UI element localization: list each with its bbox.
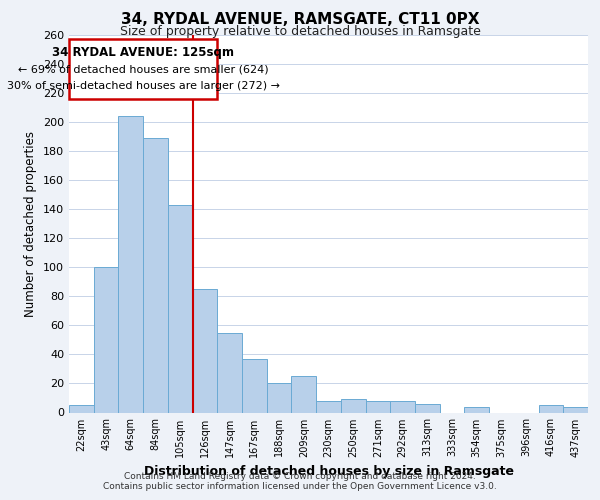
Bar	[292, 376, 316, 412]
Bar	[563, 406, 588, 412]
Text: 30% of semi-detached houses are larger (272) →: 30% of semi-detached houses are larger (…	[7, 81, 280, 91]
Bar	[390, 401, 415, 412]
Text: 34, RYDAL AVENUE, RAMSGATE, CT11 0PX: 34, RYDAL AVENUE, RAMSGATE, CT11 0PX	[121, 12, 479, 28]
Bar	[267, 384, 292, 412]
Bar	[415, 404, 440, 412]
Text: Contains HM Land Registry data © Crown copyright and database right 2024.: Contains HM Land Registry data © Crown c…	[124, 472, 476, 481]
Bar	[168, 205, 193, 412]
Bar	[242, 359, 267, 412]
Bar	[94, 268, 118, 412]
Bar	[69, 405, 94, 412]
Bar	[217, 332, 242, 412]
Text: 34 RYDAL AVENUE: 125sqm: 34 RYDAL AVENUE: 125sqm	[52, 46, 234, 59]
Bar	[118, 116, 143, 412]
Y-axis label: Number of detached properties: Number of detached properties	[25, 130, 37, 317]
Text: Size of property relative to detached houses in Ramsgate: Size of property relative to detached ho…	[119, 25, 481, 38]
Bar	[539, 405, 563, 412]
FancyBboxPatch shape	[70, 40, 217, 99]
Bar	[143, 138, 168, 412]
Bar	[464, 406, 489, 412]
X-axis label: Distribution of detached houses by size in Ramsgate: Distribution of detached houses by size …	[143, 465, 514, 478]
Text: Contains public sector information licensed under the Open Government Licence v3: Contains public sector information licen…	[103, 482, 497, 491]
Bar	[316, 401, 341, 412]
Text: ← 69% of detached houses are smaller (624): ← 69% of detached houses are smaller (62…	[18, 64, 268, 74]
Bar	[365, 401, 390, 412]
Bar	[193, 289, 217, 412]
Bar	[341, 400, 365, 412]
